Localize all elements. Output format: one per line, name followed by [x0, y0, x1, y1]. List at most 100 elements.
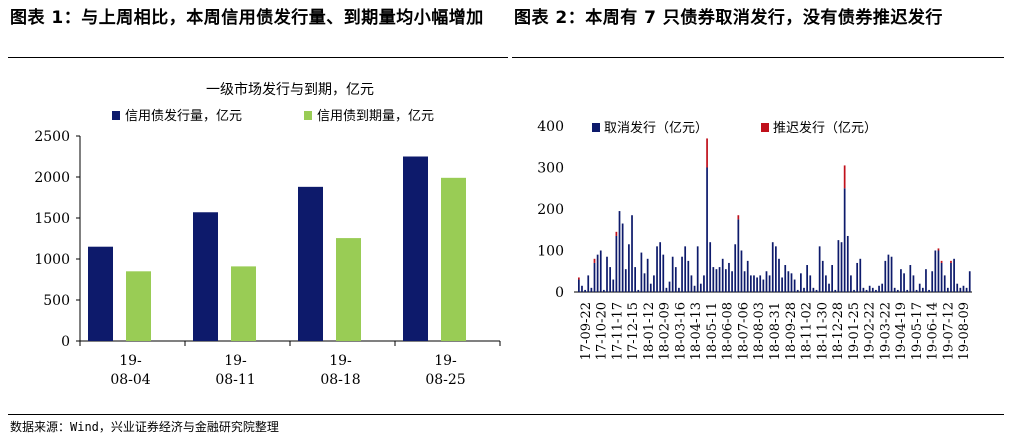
cancel-bar — [890, 256, 893, 292]
x-tick-label: 18-03-16 — [673, 302, 688, 360]
cancel-bar — [706, 167, 708, 292]
x-tick-label: 18-12-28 — [831, 302, 846, 360]
postpone-bar — [940, 260, 943, 263]
cancel-bar — [640, 252, 643, 292]
left-header-rule — [8, 57, 508, 58]
cancel-bar — [896, 289, 899, 292]
cancel-bar — [599, 250, 602, 292]
cancel-bar — [778, 258, 780, 292]
cancel-bar — [831, 265, 834, 292]
postpone-bar — [937, 248, 940, 251]
cancel-bar — [656, 246, 658, 292]
cancel-bar — [765, 271, 768, 292]
x-tick-label: 19-03-22 — [878, 302, 893, 360]
cancel-bar — [921, 287, 924, 292]
cancel-bar — [937, 250, 940, 292]
cancel-bar — [715, 269, 718, 292]
cancel-bar — [853, 289, 855, 292]
cancel-bar — [900, 269, 902, 292]
cancel-bar — [606, 256, 608, 292]
cancel-bar — [653, 275, 655, 292]
x-tick-label: 19-02-22 — [863, 302, 878, 360]
cancel-bar — [803, 287, 805, 292]
x-tick-label: 19-01-25 — [847, 302, 862, 360]
cancel-bar — [818, 246, 821, 292]
postpone-bar — [737, 215, 740, 220]
cancel-bar — [662, 254, 665, 292]
x-tick-label: 18-04-13 — [689, 302, 704, 360]
cancel-bar — [865, 289, 868, 292]
legend-swatch-2 — [304, 111, 312, 120]
x-tick-label: 18-08-31 — [768, 302, 783, 360]
cancel-bar — [925, 269, 927, 292]
footer-rule — [8, 414, 1004, 415]
postpone-bar — [950, 260, 952, 263]
cancel-bar — [931, 271, 934, 292]
cancel-bar — [659, 242, 662, 292]
cancel-bar — [631, 215, 633, 292]
cancel-bar — [718, 267, 721, 292]
cancel-bar — [965, 287, 968, 292]
cancel-bar — [909, 265, 912, 292]
postpone-bar — [578, 277, 580, 280]
cancel-bar — [837, 240, 840, 292]
cancel-bar — [712, 267, 715, 292]
cancel-bar — [628, 244, 630, 292]
cancel-bar — [578, 279, 580, 292]
postpone-bar — [615, 231, 618, 236]
cancel-bar — [946, 287, 949, 292]
cancel-bar — [806, 265, 808, 292]
cancel-bar — [793, 279, 796, 292]
cancel-bar — [962, 285, 965, 292]
cancel-bar — [690, 275, 693, 292]
cancel-bar — [740, 250, 743, 292]
cancel-bar — [703, 275, 705, 292]
cancel-bar — [615, 235, 618, 292]
cancel-bar — [734, 244, 737, 292]
cancel-bar — [649, 283, 652, 292]
x-tick-label: 17-12-15 — [626, 302, 641, 360]
legend-label-2: 推迟发行（亿元） — [773, 120, 877, 136]
x-tick-label-line2: 08-11 — [215, 372, 255, 388]
cancel-bar — [871, 287, 874, 292]
cancel-bar — [850, 275, 852, 292]
right-chart-title: 图表 2：本周有 7 只债券取消发行，没有债券推迟发行 — [514, 8, 943, 28]
x-tick-label: 18-11-02 — [800, 302, 815, 360]
cancel-bar — [681, 256, 683, 292]
x-tick-label-line1: 19- — [434, 353, 457, 369]
cancel-bar — [584, 289, 586, 292]
cancel-bar — [590, 287, 593, 292]
cancel-bar — [884, 260, 887, 292]
cancel-bar — [846, 235, 849, 292]
y-tick-label: 1500 — [34, 211, 70, 227]
cancel-bar — [587, 275, 590, 292]
maturity-bar — [336, 238, 361, 341]
y-tick-label: 500 — [43, 293, 70, 309]
cancel-bar — [624, 269, 627, 292]
cancel-bar — [815, 289, 818, 292]
cancel-bar — [915, 289, 918, 292]
cancel-bar — [928, 289, 930, 292]
cancel-bar — [621, 223, 624, 292]
cancel-bar — [812, 287, 815, 292]
cancel-bar — [968, 271, 971, 292]
cancel-bar — [912, 275, 915, 292]
cancel-bar — [796, 289, 799, 292]
y-tick-label: 0 — [61, 334, 70, 350]
cancel-bar — [893, 287, 896, 292]
cancel-bar — [903, 273, 905, 292]
y-tick-label: 0 — [555, 285, 564, 301]
cancel-bar — [821, 260, 824, 292]
cancel-bar — [696, 246, 699, 292]
chart-title: 一级市场发行与到期，亿元 — [206, 81, 374, 98]
cancel-bar — [724, 269, 727, 292]
cancel-bar — [753, 275, 755, 292]
maturity-bar — [441, 177, 466, 341]
issuance-bar — [298, 186, 323, 341]
cancel-bar — [759, 275, 762, 292]
cancel-bar — [709, 242, 712, 292]
y-tick-label: 2000 — [34, 170, 70, 186]
cancel-bar — [593, 262, 596, 292]
cancel-bar — [596, 254, 599, 292]
